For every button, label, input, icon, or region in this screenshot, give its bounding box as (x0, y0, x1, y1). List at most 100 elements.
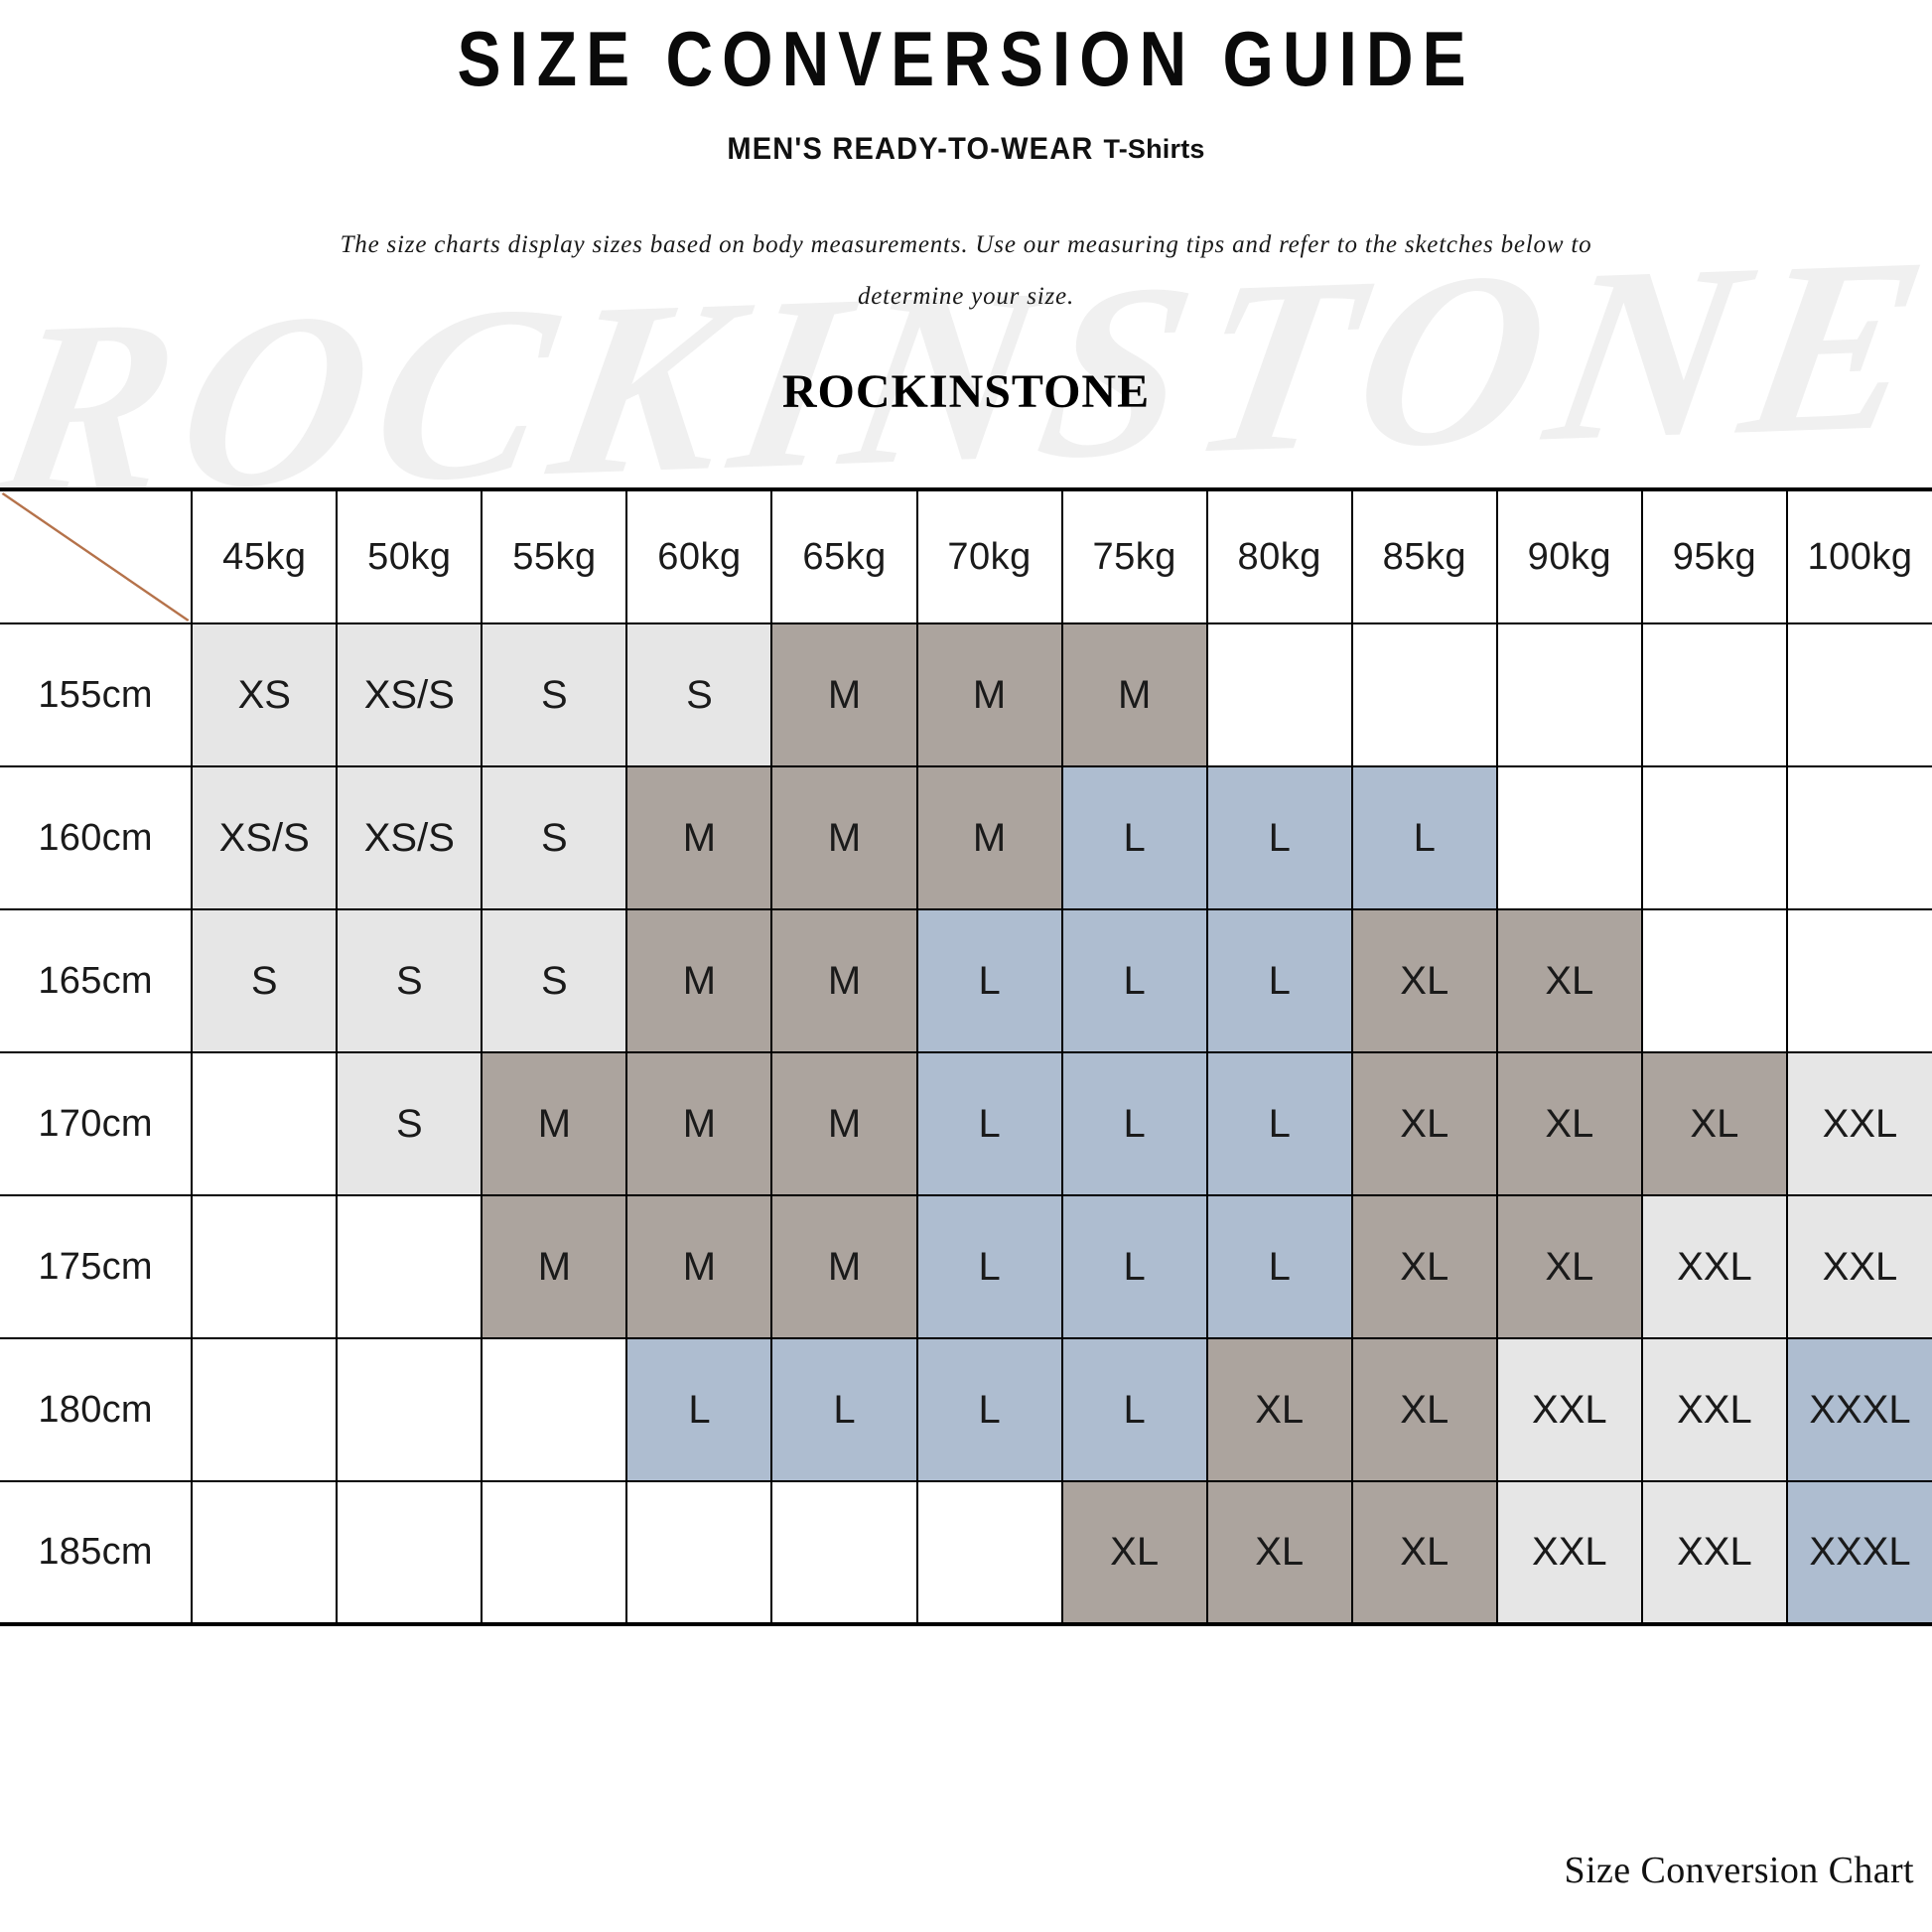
size-cell: M (481, 1194, 628, 1339)
column-header-weight: 60kg (625, 488, 773, 624)
size-cell: L (915, 908, 1063, 1053)
page-title: SIZE CONVERSION GUIDE (457, 15, 1475, 102)
column-header-weight: 95kg (1640, 488, 1788, 624)
column-header-weight: 75kg (1060, 488, 1208, 624)
row-header-height: 175cm (0, 1194, 194, 1339)
size-cell-empty (191, 1480, 339, 1625)
column-header-weight: 90kg (1495, 488, 1643, 624)
size-cell: XXL (1495, 1337, 1643, 1482)
size-cell: M (915, 765, 1063, 910)
row-header-height: 180cm (0, 1337, 194, 1482)
size-cell: XXL (1495, 1480, 1643, 1625)
size-cell: XXL (1640, 1194, 1788, 1339)
column-header-weight: 85kg (1350, 488, 1498, 624)
size-cell-empty (915, 1480, 1063, 1625)
row-header-height: 165cm (0, 908, 194, 1053)
subtitle-category: MEN'S READY-TO-WEAR (727, 131, 1094, 167)
size-cell: XL (1350, 908, 1498, 1053)
size-conversion-table: 45kg 50kg 55kg 60kg 65kg 70kg 75kg 80kg 85kg 90kg… (0, 487, 1932, 1626)
size-cell: XL (1495, 1051, 1643, 1196)
size-cell-empty (191, 1051, 339, 1196)
size-cell: XXL (1785, 1051, 1932, 1196)
size-cell: M (770, 1051, 918, 1196)
size-cell-empty (1785, 765, 1932, 910)
column-header-weight: 65kg (770, 488, 918, 624)
size-cell: L (625, 1337, 773, 1482)
table-row: 165cm S S S M M L L L XL XL (0, 908, 1932, 1053)
row-header-height: 185cm (0, 1480, 194, 1625)
size-cell: XL (1060, 1480, 1208, 1625)
subtitle-row: MEN'S READY-TO-WEAR T-Shirts (0, 131, 1932, 167)
size-cell: XS/S (336, 765, 483, 910)
column-header-weight: 100kg (1785, 488, 1932, 624)
size-cell: M (625, 1194, 773, 1339)
size-cell: L (915, 1051, 1063, 1196)
size-cell: L (1350, 765, 1498, 910)
table-row: 185cm XL XL XL XXL XXL XXXL (0, 1480, 1932, 1625)
size-cell: L (770, 1337, 918, 1482)
table-row: 155cm XS XS/S S S M M M (0, 622, 1932, 767)
size-cell-empty (336, 1480, 483, 1625)
size-cell: M (1060, 622, 1208, 767)
size-cell-empty (336, 1194, 483, 1339)
size-cell: M (481, 1051, 628, 1196)
size-cell: L (1205, 765, 1353, 910)
table-row: 160cm XS/S XS/S S M M M L L L (0, 765, 1932, 910)
size-cell: M (625, 765, 773, 910)
size-cell-empty (1640, 908, 1788, 1053)
table-row: 175cm M M M L L L XL XL XXL XXL (0, 1194, 1932, 1339)
size-cell-empty (481, 1337, 628, 1482)
column-header-weight: 80kg (1205, 488, 1353, 624)
size-cell: XXL (1640, 1337, 1788, 1482)
size-cell: S (191, 908, 339, 1053)
row-header-height: 155cm (0, 622, 194, 767)
table-row: 170cm S M M M L L L XL XL XL XXL (0, 1051, 1932, 1196)
size-cell: S (336, 1051, 483, 1196)
description-text: The size charts display sizes based on b… (340, 231, 1592, 310)
size-cell: XXL (1785, 1194, 1932, 1339)
size-cell: XXXL (1785, 1337, 1932, 1482)
diagonal-divider-icon (1, 492, 190, 621)
size-cell: L (915, 1337, 1063, 1482)
size-cell: M (770, 765, 918, 910)
size-cell-empty (336, 1337, 483, 1482)
subtitle-garment: T-Shirts (1103, 134, 1205, 164)
size-cell-empty (1785, 622, 1932, 767)
size-cell: M (625, 1051, 773, 1196)
size-cell: S (481, 765, 628, 910)
size-cell: L (1060, 908, 1208, 1053)
row-header-height: 170cm (0, 1051, 194, 1196)
size-cell-empty (1785, 908, 1932, 1053)
size-cell: L (1060, 1194, 1208, 1339)
size-cell: M (625, 908, 773, 1053)
size-cell-empty (1350, 622, 1498, 767)
size-cell: XL (1350, 1194, 1498, 1339)
table-header-row: 45kg 50kg 55kg 60kg 65kg 70kg 75kg 80kg 85kg 90kg… (0, 488, 1932, 624)
size-cell: L (915, 1194, 1063, 1339)
size-cell: L (1060, 1051, 1208, 1196)
size-cell: M (915, 622, 1063, 767)
size-cell: XL (1205, 1480, 1353, 1625)
size-cell: L (1205, 908, 1353, 1053)
size-cell: S (481, 908, 628, 1053)
size-cell-empty (1495, 622, 1643, 767)
size-cell: M (770, 1194, 918, 1339)
size-cell: XL (1205, 1337, 1353, 1482)
size-cell-empty (770, 1480, 918, 1625)
page-header: SIZE CONVERSION GUIDE MEN'S READY-TO-WEA… (0, 0, 1932, 419)
size-cell: L (1060, 765, 1208, 910)
footer-caption: Size Conversion Chart (1564, 1850, 1914, 1891)
size-cell-empty (1640, 622, 1788, 767)
column-header-weight: 70kg (915, 488, 1063, 624)
size-cell-empty (1495, 765, 1643, 910)
size-cell: XXXL (1785, 1480, 1932, 1625)
table-body: 155cm XS XS/S S S M M M 160cm XS/S XS/S S M M M L L L 165c… (0, 622, 1932, 1625)
size-cell: XL (1350, 1051, 1498, 1196)
size-cell: S (336, 908, 483, 1053)
column-header-weight: 50kg (336, 488, 483, 624)
table-head: 45kg 50kg 55kg 60kg 65kg 70kg 75kg 80kg 85kg 90kg… (0, 488, 1932, 624)
size-cell: L (1205, 1194, 1353, 1339)
size-cell-empty (481, 1480, 628, 1625)
size-cell: M (770, 622, 918, 767)
